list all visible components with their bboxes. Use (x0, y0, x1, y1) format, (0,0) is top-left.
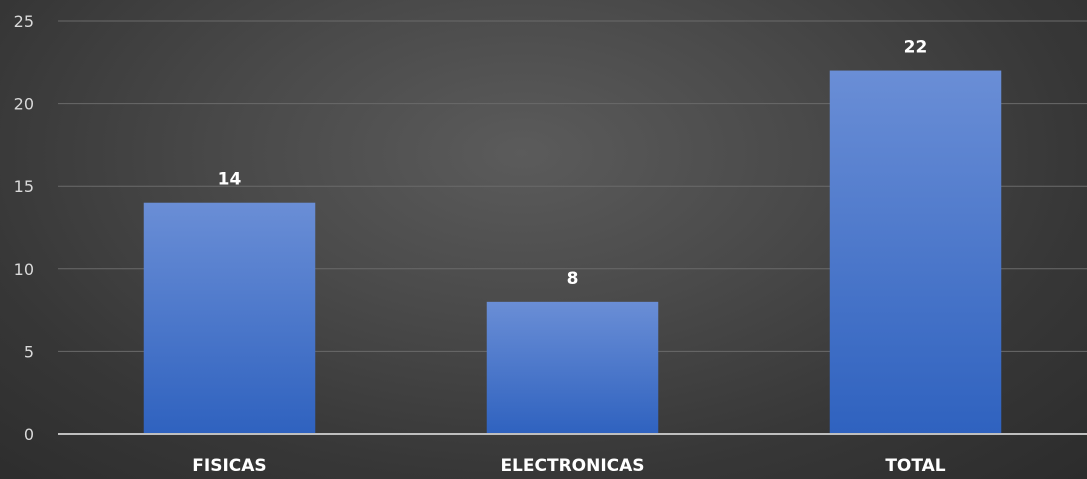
y-axis-ticks: 0 5 10 15 20 25 (14, 12, 34, 444)
data-label: 22 (904, 38, 928, 58)
data-label: 14 (218, 170, 242, 190)
bar-electronicas (486, 301, 659, 434)
category-label: FISICAS (192, 456, 266, 476)
category-label: ELECTRONICAS (500, 456, 644, 476)
y-tick-label: 25 (14, 12, 34, 31)
bar-fisicas (143, 202, 316, 434)
y-tick-label: 10 (14, 260, 34, 279)
data-label: 8 (567, 269, 579, 289)
category-label: TOTAL (885, 456, 945, 476)
bars (143, 70, 1002, 434)
y-tick-label: 0 (24, 425, 34, 444)
data-labels: 14 8 22 (218, 38, 928, 289)
bar-total (829, 70, 1002, 434)
x-axis-categories: FISICAS ELECTRONICAS TOTAL (192, 456, 946, 476)
y-tick-label: 15 (14, 177, 34, 196)
y-tick-label: 20 (14, 95, 34, 114)
y-tick-label: 5 (24, 342, 34, 361)
